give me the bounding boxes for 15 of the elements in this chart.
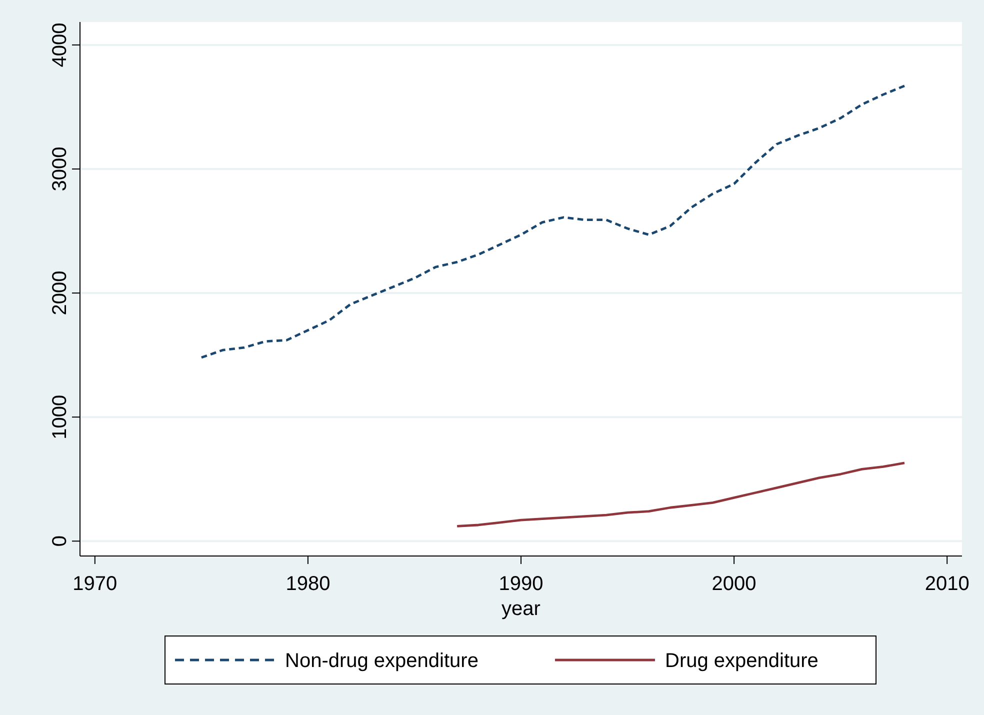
y-tick-label: 0 (49, 536, 71, 547)
y-tick-label: 3000 (49, 146, 71, 192)
x-tick-label: 1970 (72, 573, 118, 595)
x-tick-label: 2000 (712, 573, 756, 595)
y-tick-label: 4000 (49, 22, 71, 68)
legend-label: Non-drug expenditure (285, 650, 478, 672)
x-tick-label: 1980 (286, 573, 330, 595)
x-axis-title: year (502, 598, 541, 620)
legend-label: Drug expenditure (665, 650, 818, 672)
x-tick-label: 1990 (498, 573, 544, 595)
line-series (200, 84, 906, 359)
y-tick-label: 1000 (49, 394, 71, 440)
x-tick-label: 2010 (924, 573, 970, 595)
y-tick-label: 2000 (49, 270, 71, 316)
line-series (456, 462, 906, 528)
